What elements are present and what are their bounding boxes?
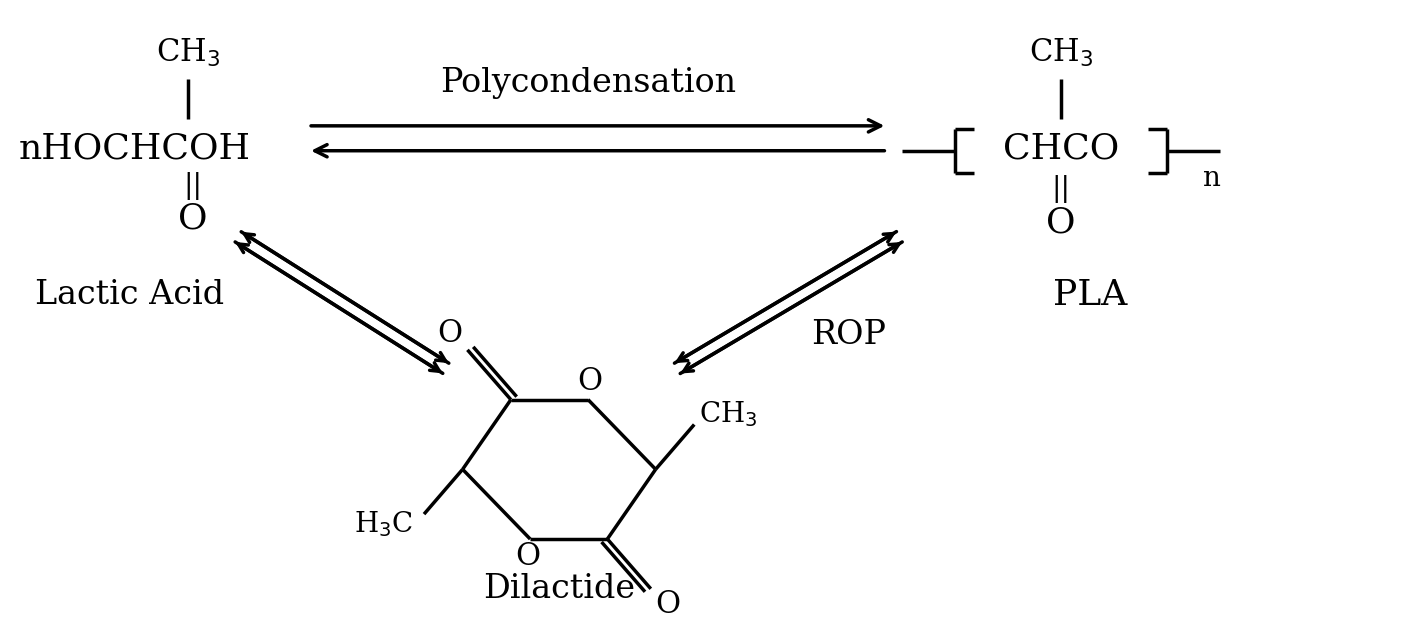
Text: ||: || [1052, 175, 1070, 203]
Text: O: O [656, 589, 681, 620]
Text: CHCO: CHCO [1002, 132, 1119, 166]
Text: O: O [577, 367, 602, 398]
Text: O: O [178, 201, 208, 235]
Text: CH$_3$: CH$_3$ [1029, 37, 1094, 69]
Text: CH$_3$: CH$_3$ [699, 399, 757, 429]
Text: CH$_3$: CH$_3$ [156, 37, 219, 69]
Text: nHOCHCOH: nHOCHCOH [18, 132, 250, 166]
Text: n: n [1202, 165, 1220, 192]
Text: PLA: PLA [1053, 278, 1127, 312]
Text: H$_3$C: H$_3$C [354, 509, 413, 539]
Text: Lactic Acid: Lactic Acid [35, 279, 225, 311]
Text: Polycondensation: Polycondensation [439, 67, 736, 99]
Text: ROP: ROP [812, 319, 886, 351]
Text: O: O [515, 541, 541, 572]
Text: O: O [438, 318, 463, 349]
Text: Dilactide: Dilactide [483, 573, 635, 605]
Text: ||: || [183, 172, 202, 199]
Text: O: O [1046, 206, 1075, 239]
